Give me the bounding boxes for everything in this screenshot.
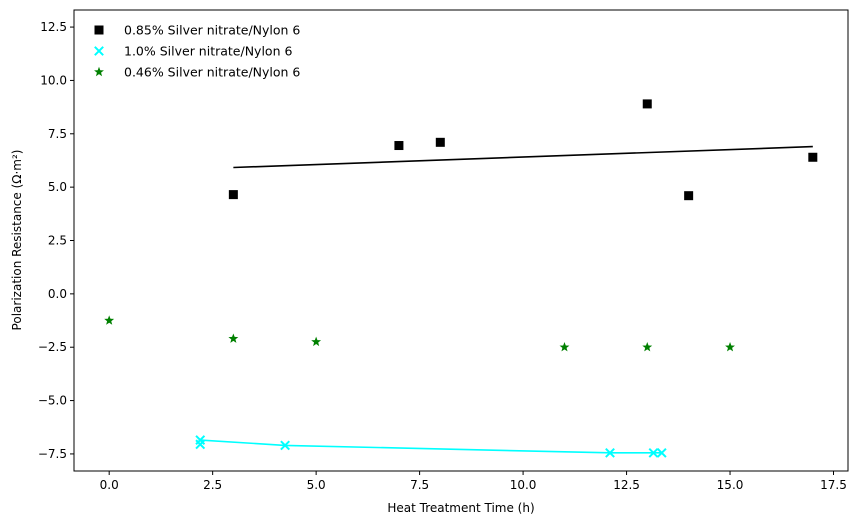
- x-tick-label: 12.5: [613, 478, 640, 492]
- x-tick-label: 10.0: [510, 478, 537, 492]
- series-0-point: [642, 99, 652, 109]
- y-tick-label: −7.5: [38, 447, 67, 461]
- y-tick-label: 7.5: [48, 127, 67, 141]
- series-0-point: [808, 152, 818, 162]
- x-tick-label: 0.0: [100, 478, 119, 492]
- series-0-point: [228, 190, 238, 200]
- series-1-point: [656, 447, 667, 458]
- legend: 0.85% Silver nitrate/Nylon 6 1.0% Silver …: [94, 23, 300, 80]
- series-0-point: [394, 141, 404, 151]
- legend-marker-2: [94, 66, 104, 77]
- x-tick-label: 17.5: [820, 478, 847, 492]
- series-2-point: [104, 315, 115, 325]
- series-1-point: [280, 440, 290, 451]
- series-1-point: [648, 447, 659, 458]
- plot-marks: [104, 99, 818, 458]
- x-tick-label: 5.0: [307, 478, 326, 492]
- series-2-point: [642, 342, 653, 352]
- y-axis: −7.5 −5.0 −2.5 0.0 2.5 5.0 7.5 10.0 12.5: [38, 20, 74, 461]
- series-2-point: [559, 342, 570, 352]
- series-0-point: [684, 191, 694, 201]
- legend-marker-0: [94, 25, 104, 35]
- legend-label-1: 1.0% Silver nitrate/Nylon 6: [124, 44, 292, 59]
- legend-marker-1: [94, 46, 104, 56]
- x-tick-label: 2.5: [203, 478, 222, 492]
- x-axis-label: Heat Treatment Time (h): [387, 501, 534, 515]
- series-1-line: [200, 439, 662, 454]
- series-1-point: [195, 439, 206, 450]
- series-2-point: [228, 333, 239, 343]
- series-2-point: [725, 342, 735, 352]
- x-tick-label: 15.0: [717, 478, 744, 492]
- legend-label-2: 0.46% Silver nitrate/Nylon 6: [124, 65, 300, 80]
- y-tick-label: 0.0: [48, 287, 67, 301]
- series-0-line: [233, 145, 813, 169]
- y-tick-label: 12.5: [40, 20, 67, 34]
- x-tick-label: 7.5: [410, 478, 429, 492]
- x-axis: 0.0 2.5 5.0 7.5 10.0 12.5 15.0 17.5: [100, 471, 847, 492]
- series-1-point: [605, 447, 615, 458]
- y-axis-label: Polarization Resistance (Ω·m²): [10, 150, 24, 331]
- y-tick-label: 5.0: [48, 180, 67, 194]
- series-0-point: [435, 137, 445, 147]
- series-2-point: [311, 336, 322, 347]
- y-tick-label: −2.5: [38, 340, 67, 354]
- y-tick-label: 10.0: [40, 73, 67, 87]
- y-tick-label: 2.5: [48, 234, 67, 248]
- legend-label-0: 0.85% Silver nitrate/Nylon 6: [124, 23, 300, 38]
- y-tick-label: −5.0: [38, 394, 67, 408]
